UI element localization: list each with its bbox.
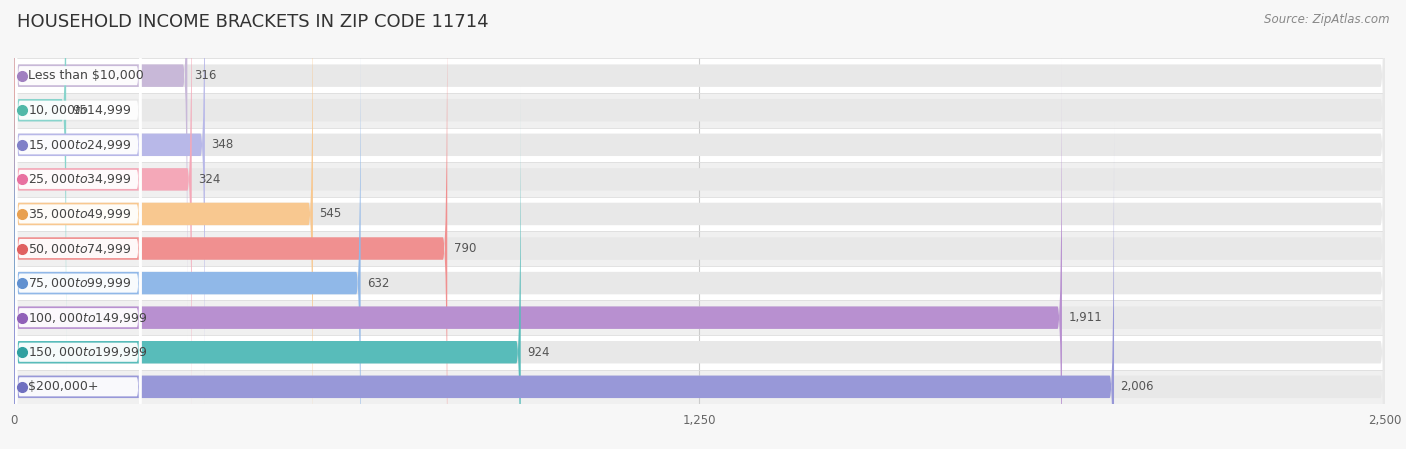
Text: 95: 95 bbox=[73, 104, 87, 117]
Text: $200,000+: $200,000+ bbox=[28, 380, 98, 393]
Text: $35,000 to $49,999: $35,000 to $49,999 bbox=[28, 207, 132, 221]
FancyBboxPatch shape bbox=[14, 122, 1114, 449]
Text: 316: 316 bbox=[194, 69, 217, 82]
FancyBboxPatch shape bbox=[15, 120, 141, 449]
Text: $25,000 to $34,999: $25,000 to $34,999 bbox=[28, 172, 132, 186]
Text: 924: 924 bbox=[527, 346, 550, 359]
FancyBboxPatch shape bbox=[14, 0, 447, 449]
FancyBboxPatch shape bbox=[14, 87, 520, 449]
Text: $15,000 to $24,999: $15,000 to $24,999 bbox=[28, 138, 132, 152]
Text: 632: 632 bbox=[367, 277, 389, 290]
Text: $50,000 to $74,999: $50,000 to $74,999 bbox=[28, 242, 132, 255]
Text: HOUSEHOLD INCOME BRACKETS IN ZIP CODE 11714: HOUSEHOLD INCOME BRACKETS IN ZIP CODE 11… bbox=[17, 13, 488, 31]
FancyBboxPatch shape bbox=[14, 0, 1385, 445]
FancyBboxPatch shape bbox=[14, 0, 1385, 375]
FancyBboxPatch shape bbox=[14, 128, 1385, 162]
FancyBboxPatch shape bbox=[14, 0, 1385, 449]
FancyBboxPatch shape bbox=[15, 0, 141, 449]
FancyBboxPatch shape bbox=[14, 93, 1385, 128]
Text: $100,000 to $149,999: $100,000 to $149,999 bbox=[28, 311, 148, 325]
FancyBboxPatch shape bbox=[14, 0, 191, 445]
FancyBboxPatch shape bbox=[14, 0, 314, 449]
FancyBboxPatch shape bbox=[14, 53, 1062, 449]
FancyBboxPatch shape bbox=[14, 370, 1385, 404]
FancyBboxPatch shape bbox=[14, 18, 360, 449]
Text: $150,000 to $199,999: $150,000 to $199,999 bbox=[28, 345, 148, 359]
Text: Less than $10,000: Less than $10,000 bbox=[28, 69, 143, 82]
FancyBboxPatch shape bbox=[14, 197, 1385, 231]
FancyBboxPatch shape bbox=[14, 0, 66, 375]
FancyBboxPatch shape bbox=[14, 0, 1385, 341]
FancyBboxPatch shape bbox=[14, 162, 1385, 197]
FancyBboxPatch shape bbox=[14, 266, 1385, 300]
FancyBboxPatch shape bbox=[14, 87, 1385, 449]
Text: Source: ZipAtlas.com: Source: ZipAtlas.com bbox=[1264, 13, 1389, 26]
Text: $10,000 to $14,999: $10,000 to $14,999 bbox=[28, 103, 132, 117]
FancyBboxPatch shape bbox=[15, 0, 141, 449]
FancyBboxPatch shape bbox=[14, 300, 1385, 335]
Text: 348: 348 bbox=[211, 138, 233, 151]
FancyBboxPatch shape bbox=[14, 0, 1385, 410]
FancyBboxPatch shape bbox=[14, 58, 1385, 93]
FancyBboxPatch shape bbox=[14, 122, 1385, 449]
FancyBboxPatch shape bbox=[14, 335, 1385, 370]
Text: 545: 545 bbox=[319, 207, 342, 220]
Text: 2,006: 2,006 bbox=[1121, 380, 1154, 393]
FancyBboxPatch shape bbox=[15, 0, 141, 343]
FancyBboxPatch shape bbox=[14, 53, 1385, 449]
FancyBboxPatch shape bbox=[15, 0, 141, 412]
FancyBboxPatch shape bbox=[14, 18, 1385, 449]
FancyBboxPatch shape bbox=[15, 51, 141, 449]
Text: 1,911: 1,911 bbox=[1069, 311, 1102, 324]
FancyBboxPatch shape bbox=[15, 16, 141, 449]
FancyBboxPatch shape bbox=[15, 0, 141, 377]
FancyBboxPatch shape bbox=[14, 0, 187, 341]
Text: $75,000 to $99,999: $75,000 to $99,999 bbox=[28, 276, 132, 290]
Text: 790: 790 bbox=[454, 242, 477, 255]
FancyBboxPatch shape bbox=[15, 85, 141, 449]
FancyBboxPatch shape bbox=[14, 231, 1385, 266]
FancyBboxPatch shape bbox=[15, 0, 141, 446]
FancyBboxPatch shape bbox=[14, 0, 1385, 449]
FancyBboxPatch shape bbox=[14, 0, 205, 410]
Text: 324: 324 bbox=[198, 173, 221, 186]
